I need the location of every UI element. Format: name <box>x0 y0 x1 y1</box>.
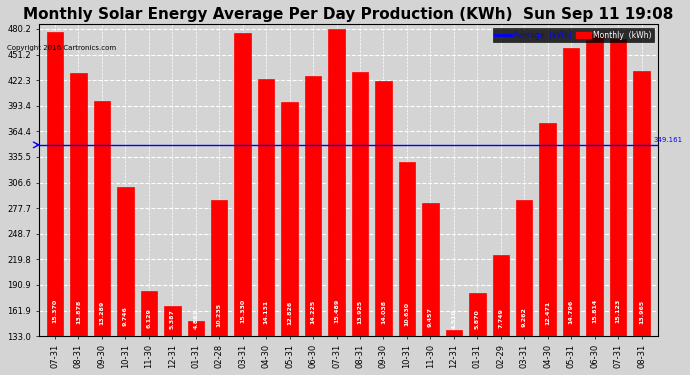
Bar <box>235 33 251 375</box>
Text: 9.746: 9.746 <box>123 306 128 326</box>
Text: 5.870: 5.870 <box>475 309 480 328</box>
Bar <box>258 79 275 375</box>
Bar <box>610 39 627 375</box>
Bar <box>141 291 157 375</box>
Text: 5.387: 5.387 <box>170 309 175 329</box>
Bar <box>563 48 580 375</box>
Text: 349.161: 349.161 <box>653 137 682 143</box>
Text: 7.749: 7.749 <box>498 308 503 328</box>
Bar <box>446 330 462 375</box>
Text: 13.878: 13.878 <box>76 300 81 324</box>
Title: Monthly Solar Energy Average Per Day Production (KWh)  Sun Sep 11 19:08: Monthly Solar Energy Average Per Day Pro… <box>23 7 673 22</box>
Text: 15.123: 15.123 <box>615 299 620 324</box>
Text: 15.330: 15.330 <box>240 299 245 323</box>
Text: 15.489: 15.489 <box>334 299 339 323</box>
Bar <box>375 81 392 375</box>
Text: 13.289: 13.289 <box>99 300 104 325</box>
Text: 12.471: 12.471 <box>545 301 550 325</box>
Text: 9.457: 9.457 <box>428 307 433 327</box>
Text: 14.131: 14.131 <box>264 300 268 324</box>
Text: 4.861: 4.861 <box>193 309 198 329</box>
Bar <box>188 321 204 375</box>
Bar <box>586 34 603 375</box>
Text: 14.796: 14.796 <box>569 299 573 324</box>
Legend: Average  (kWh), Monthly  (kWh): Average (kWh), Monthly (kWh) <box>493 28 654 42</box>
Text: 13.925: 13.925 <box>357 300 362 324</box>
Bar <box>94 101 110 375</box>
Text: 6.129: 6.129 <box>146 309 151 328</box>
Bar <box>305 76 322 375</box>
Text: 10.630: 10.630 <box>404 302 409 326</box>
Bar <box>633 71 650 375</box>
Bar <box>282 102 298 375</box>
Bar <box>70 73 87 375</box>
Text: 4.510: 4.510 <box>451 309 456 329</box>
Bar <box>540 123 556 375</box>
Bar <box>469 293 486 375</box>
Bar <box>399 162 415 375</box>
Text: 9.262: 9.262 <box>522 307 526 327</box>
Text: 12.826: 12.826 <box>287 300 292 325</box>
Text: 14.038: 14.038 <box>381 300 386 324</box>
Text: 13.965: 13.965 <box>639 300 644 324</box>
Text: 14.225: 14.225 <box>310 300 315 324</box>
Bar <box>422 203 439 375</box>
Text: 15.814: 15.814 <box>592 299 597 323</box>
Bar <box>352 72 368 375</box>
Bar <box>47 32 63 375</box>
Bar <box>211 200 228 375</box>
Text: 10.235: 10.235 <box>217 303 221 327</box>
Bar <box>117 186 134 375</box>
Bar <box>516 200 533 375</box>
Text: Copyright 2016 Cartronics.com: Copyright 2016 Cartronics.com <box>7 45 116 51</box>
Bar <box>164 306 181 375</box>
Bar <box>493 255 509 375</box>
Bar <box>328 29 345 375</box>
Text: 15.370: 15.370 <box>52 299 57 323</box>
